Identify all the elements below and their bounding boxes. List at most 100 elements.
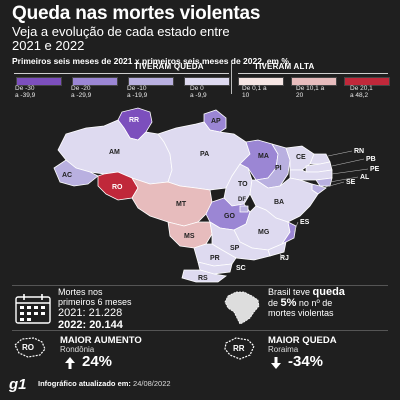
legend-label-3-line1: De -10 bbox=[127, 85, 147, 92]
label-df: DF bbox=[238, 197, 246, 203]
legend-swatch-4 bbox=[184, 77, 230, 86]
legend-increase-line bbox=[238, 73, 388, 74]
page-subtitle-line2: 2021 e 2022 bbox=[12, 38, 85, 53]
brasil-line3: mortes violentas bbox=[268, 308, 334, 318]
header: Queda nas mortes violentas Veja a evoluç… bbox=[12, 4, 392, 67]
max-decrease-title: MAIOR QUEDA bbox=[268, 335, 337, 346]
roraima-shape-icon: RR bbox=[222, 335, 258, 361]
state-ba[interactable] bbox=[249, 177, 319, 223]
footer-date: 24/08/2022 bbox=[133, 379, 171, 388]
state-ms[interactable] bbox=[167, 221, 213, 249]
brasil-line1-bold: queda bbox=[312, 286, 345, 298]
legend-label-1-line1: De -30 bbox=[15, 85, 35, 92]
label-ac: AC bbox=[62, 172, 72, 179]
leader-al bbox=[329, 176, 359, 183]
label-mg: MG bbox=[258, 229, 270, 236]
label-rr: RR bbox=[129, 117, 139, 124]
deaths-2021: 2021: 21.228 bbox=[58, 307, 123, 319]
label-go: GO bbox=[224, 213, 235, 220]
legend-divider bbox=[231, 62, 232, 94]
label-mt: MT bbox=[176, 201, 187, 208]
legend-swatch-3 bbox=[128, 77, 174, 86]
deaths-2022: 2022: 20.144 bbox=[58, 319, 123, 331]
state-rs[interactable] bbox=[181, 269, 227, 283]
label-se: SE bbox=[346, 179, 356, 186]
leader-pb bbox=[331, 158, 365, 167]
legend-label-5-line1: De 0,1 a bbox=[242, 85, 267, 92]
legend-label-7-line2: a 48,2 bbox=[350, 92, 369, 99]
label-pe: PE bbox=[370, 166, 380, 173]
legend-swatch-5 bbox=[238, 77, 284, 86]
legend-label-1-line2: a -39,9 bbox=[15, 92, 36, 99]
legend-label-6-line2: 20 bbox=[296, 92, 304, 99]
legend-label-4: De 0 a -9,9 bbox=[190, 85, 207, 99]
color-legend: TIVERAM QUEDA TIVERAM ALTA bbox=[12, 62, 392, 94]
label-rj: RJ bbox=[280, 255, 289, 262]
legend-decrease-line bbox=[14, 73, 229, 74]
label-rs: RS bbox=[198, 275, 208, 282]
max-increase-value: 24% bbox=[82, 353, 113, 370]
label-pr: PR bbox=[210, 255, 220, 262]
legend-label-7-line1: De 20,1 bbox=[350, 85, 373, 92]
label-to: TO bbox=[238, 181, 248, 188]
legend-label-7: De 20,1 a 48,2 bbox=[350, 85, 373, 99]
label-es: ES bbox=[300, 219, 310, 226]
legend-label-5: De 0,1 a 10 bbox=[242, 85, 267, 99]
brasil-line2: de 5% no nº de bbox=[268, 296, 345, 309]
brasil-summary: Brasil teve queda de 5% no nº de mortes … bbox=[268, 287, 345, 319]
legend-increase-heading: TIVERAM ALTA bbox=[254, 62, 315, 71]
page-subtitle: Veja a evolução de cada estado entre bbox=[12, 24, 230, 39]
max-decrease-state: Roraima bbox=[268, 345, 299, 354]
legend-label-2-line2: a -29,9 bbox=[71, 92, 92, 99]
leader-se bbox=[321, 181, 345, 189]
brasil-line2-pre: de bbox=[268, 297, 281, 308]
legend-label-6: De 10,1 a 20 bbox=[296, 85, 324, 99]
label-am: AM bbox=[109, 149, 120, 156]
deaths-label-line2: primeiros 6 meses bbox=[58, 297, 132, 307]
legend-decrease-heading: TIVERAM QUEDA bbox=[134, 62, 204, 71]
footer: g1 Infográfico atualizado em: 24/08/2022 bbox=[0, 374, 400, 400]
brazil-map-icon bbox=[222, 288, 262, 326]
legend-swatch-2 bbox=[72, 77, 118, 86]
label-ms: MS bbox=[184, 233, 195, 240]
legend-label-3-line2: a -19,9 bbox=[127, 92, 148, 99]
arrow-up-icon bbox=[64, 356, 76, 370]
brasil-line1: Brasil teve queda bbox=[268, 287, 345, 298]
rondonia-shape-icon: RO bbox=[12, 335, 48, 359]
legend-swatch-1 bbox=[16, 77, 62, 86]
legend-label-4-line1: De 0 bbox=[190, 85, 204, 92]
arrow-down-icon bbox=[270, 356, 282, 370]
label-ma: MA bbox=[258, 153, 269, 160]
brasil-line2-bold: 5% bbox=[280, 296, 297, 309]
legend-label-2-line1: De -20 bbox=[71, 85, 91, 92]
leader-es bbox=[293, 221, 299, 233]
legend-label-5-line2: 10 bbox=[242, 92, 250, 99]
deaths-label-line1: Mortes nos bbox=[58, 287, 103, 297]
label-sc: SC bbox=[236, 265, 246, 272]
label-al: AL bbox=[360, 174, 370, 181]
state-mt[interactable] bbox=[131, 177, 213, 227]
legend-label-3: De -10 a -19,9 bbox=[127, 85, 147, 99]
deaths-block: Mortes nos primeiros 6 meses 2021: 21.22… bbox=[58, 287, 132, 331]
label-sp: SP bbox=[230, 245, 240, 252]
brasil-line1-text: Brasil teve bbox=[268, 287, 313, 297]
period-description: Primeiros seis meses de 2021 x primeiros… bbox=[12, 56, 289, 66]
rr-icon-label: RR bbox=[233, 344, 245, 353]
legend-swatch-6 bbox=[291, 77, 337, 86]
state-df[interactable] bbox=[239, 205, 249, 213]
label-pa: PA bbox=[200, 151, 209, 158]
stats-section: Mortes nos primeiros 6 meses 2021: 21.22… bbox=[0, 283, 400, 331]
legend-label-6-line1: De 10,1 a bbox=[296, 85, 325, 92]
legend-swatch-7 bbox=[344, 77, 390, 86]
brasil-line2-post: no nº de bbox=[296, 297, 333, 308]
leader-pe bbox=[331, 168, 369, 175]
label-ap: AP bbox=[211, 118, 221, 125]
label-pb: PB bbox=[366, 156, 376, 163]
g1-logo: g1 bbox=[9, 376, 27, 393]
max-increase-title: MAIOR AUMENTO bbox=[60, 335, 142, 346]
highlights-section: RO MAIOR AUMENTO Rondônia 24% RR MAIOR Q… bbox=[0, 333, 400, 375]
max-increase-state: Rondônia bbox=[60, 345, 95, 354]
calendar-icon bbox=[14, 293, 52, 325]
label-ba: BA bbox=[274, 199, 284, 206]
stats-bottom-separator bbox=[12, 330, 388, 331]
